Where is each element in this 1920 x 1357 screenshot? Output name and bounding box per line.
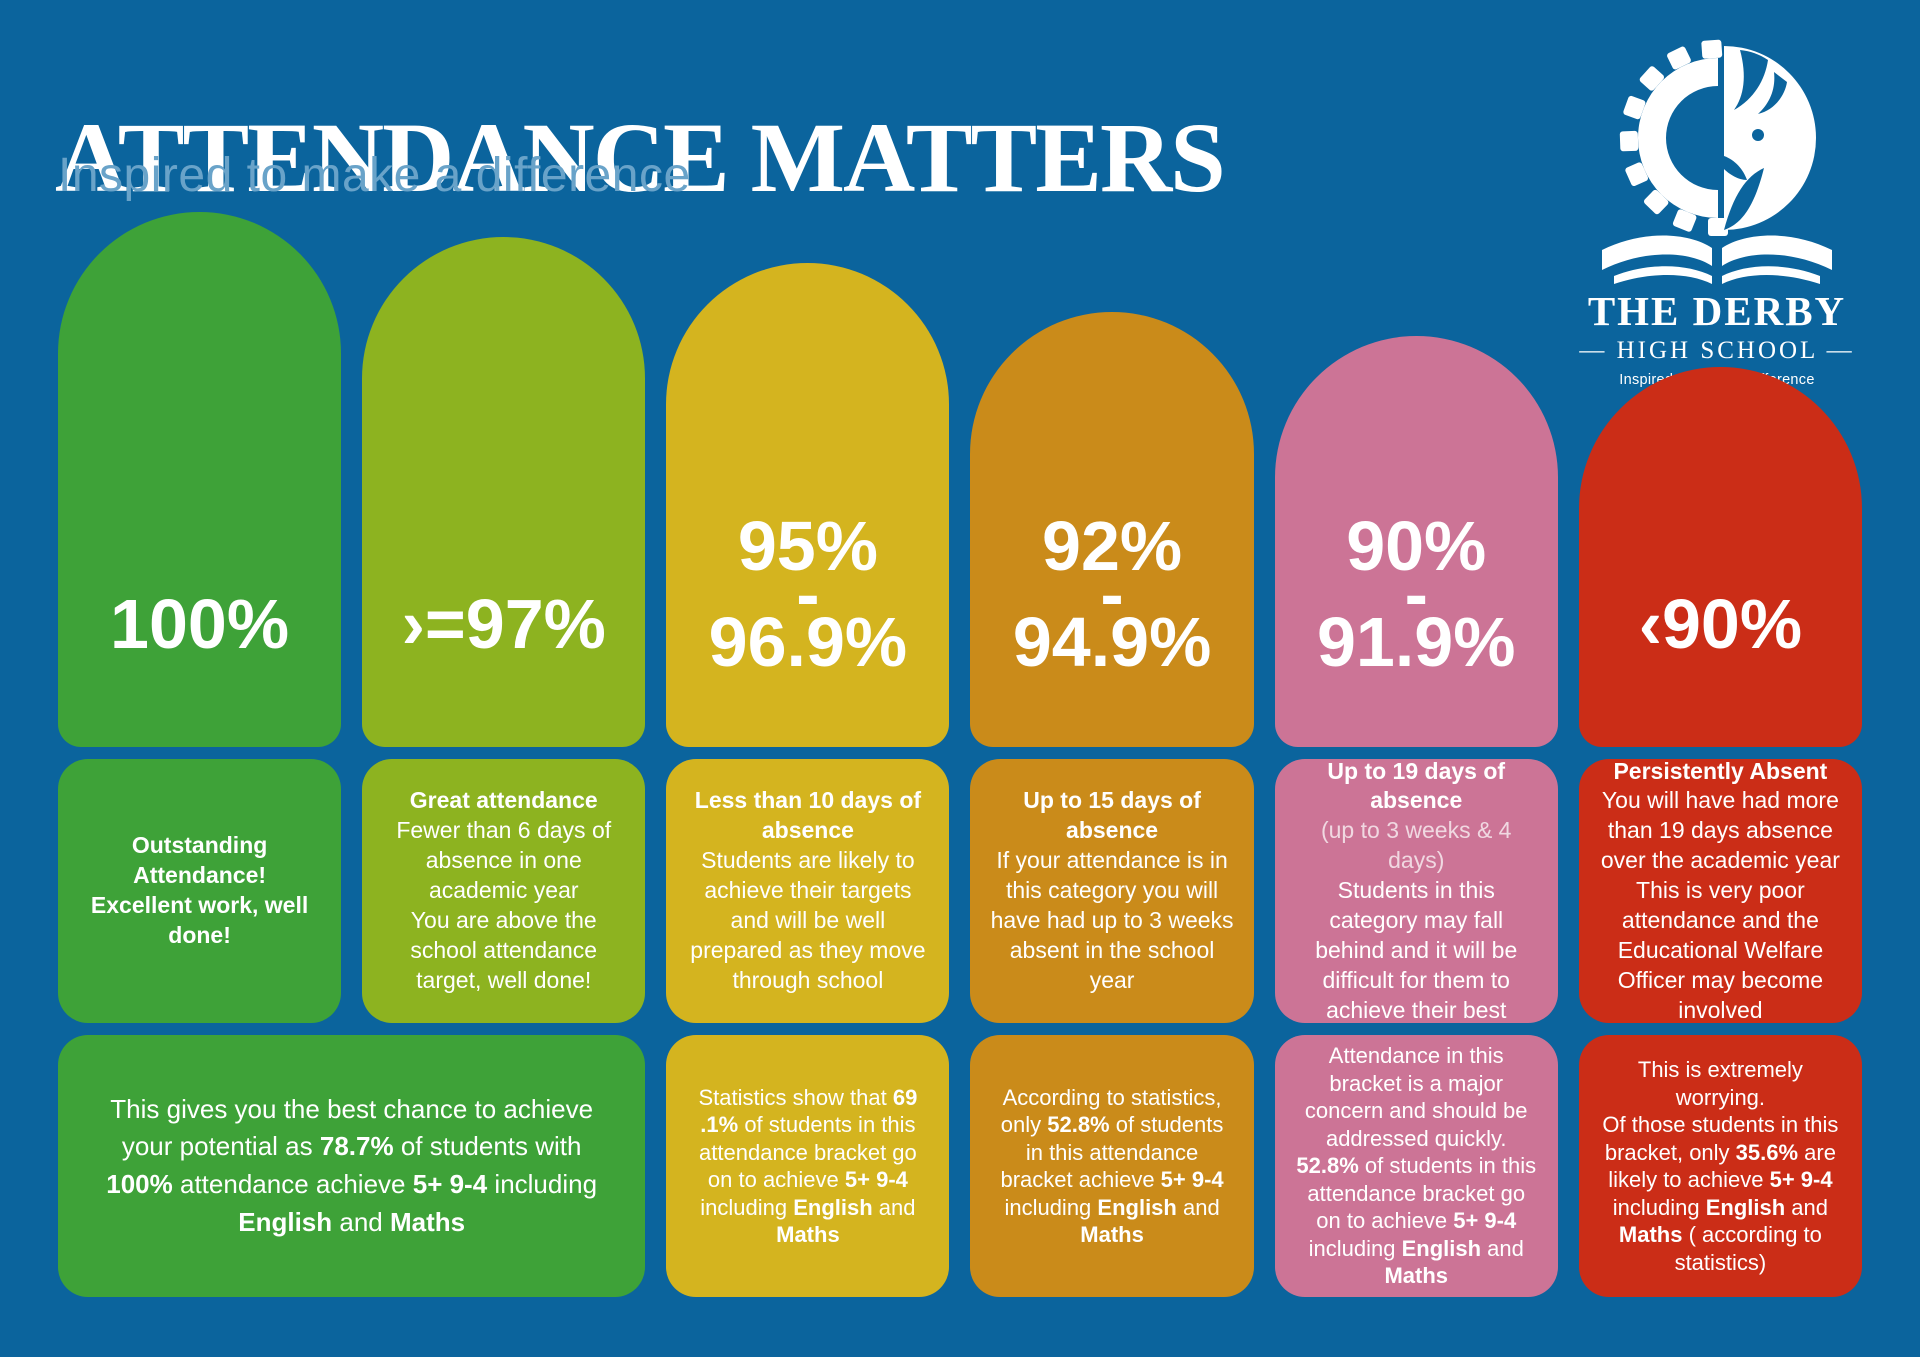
band-92-94-arch: 92% - 94.9% — [970, 312, 1254, 747]
band-92-94-label: 92% - 94.9% — [1012, 507, 1212, 681]
logo-school-type: — HIGH SCHOOL — — [1579, 337, 1855, 365]
deer-icon — [1724, 46, 1816, 230]
statistic-card-90-91: Attendance in this bracket is a major co… — [1274, 1035, 1558, 1297]
band-100-arch: 100% — [58, 212, 342, 747]
page-subtitle: Inspired to make a difference — [58, 149, 691, 202]
description-text: Up to 15 days of absence If your attendan… — [990, 787, 1234, 993]
band-100-label: 100% — [110, 585, 290, 663]
band-below-90-arch: ‹90% — [1578, 367, 1862, 747]
description-card-100: Outstanding Attendance! Excellent work, w… — [58, 759, 342, 1023]
band-95-96-arch: 95% - 96.9% — [666, 263, 950, 747]
description-card-97: Great attendance Fewer than 6 days of abs… — [362, 759, 646, 1023]
band-95-96-label: 95% - 96.9% — [708, 507, 908, 681]
description-text: Outstanding Attendance! Excellent work, w… — [90, 832, 309, 948]
gear-icon — [1619, 39, 1728, 236]
band-97-arch: ›=97% — [362, 237, 646, 747]
description-card-below-90: Persistently Absent You will have had mor… — [1578, 759, 1862, 1023]
school-logo-icon — [1602, 39, 1832, 284]
description-text: Persistently Absent You will have had mor… — [1600, 759, 1840, 1023]
school-logo: THE DERBY — HIGH SCHOOL — Inspired to ma… — [1562, 38, 1872, 388]
description-card-95-96: Less than 10 days of absence Students are… — [666, 759, 950, 1023]
description-card-90-91: Up to 19 days of absence (up to 3 weeks &… — [1274, 759, 1558, 1023]
description-text: Less than 10 days of absence Students are… — [690, 787, 926, 993]
statistic-card-below-90: This is extremely worrying. Of those stud… — [1578, 1035, 1862, 1297]
statistic-text: Statistics show that 69 .1% of students … — [698, 1084, 918, 1248]
band-90-91-label: 90% - 91.9% — [1317, 507, 1516, 681]
description-card-92-94: Up to 15 days of absence If your attendan… — [970, 759, 1254, 1023]
band-97-label: ›=97% — [401, 585, 606, 663]
description-text: Up to 19 days of absence (up to 3 weeks &… — [1315, 759, 1518, 1023]
statistic-text: Attendance in this bracket is a major co… — [1296, 1043, 1537, 1289]
band-90-91-arch: 90% - 91.9% — [1274, 336, 1558, 747]
logo-school-name: THE DERBY — [1587, 288, 1847, 334]
page-title: ATTENDANCE MATTERS — [55, 102, 1226, 213]
book-icon — [1602, 235, 1832, 284]
statistic-text: This is extremely worrying. Of those stud… — [1602, 1057, 1839, 1275]
statistic-card-100-97: This gives you the best chance to achiev… — [58, 1035, 646, 1297]
statistic-text: This gives you the best chance to achiev… — [106, 1093, 598, 1237]
description-text: Great attendance Fewer than 6 days of abs… — [396, 787, 612, 993]
attendance-grid: 100% ›=97% 95% - 96.9% 92% - 94.9% 90% -… — [58, 212, 1862, 1297]
statistic-card-95-96: Statistics show that 69 .1% of students … — [666, 1035, 950, 1297]
statistic-card-92-94: According to statistics, only 52.8% of s… — [970, 1035, 1254, 1297]
band-below-90-label: ‹90% — [1638, 585, 1803, 663]
statistic-text: According to statistics, only 52.8% of s… — [1000, 1084, 1224, 1248]
